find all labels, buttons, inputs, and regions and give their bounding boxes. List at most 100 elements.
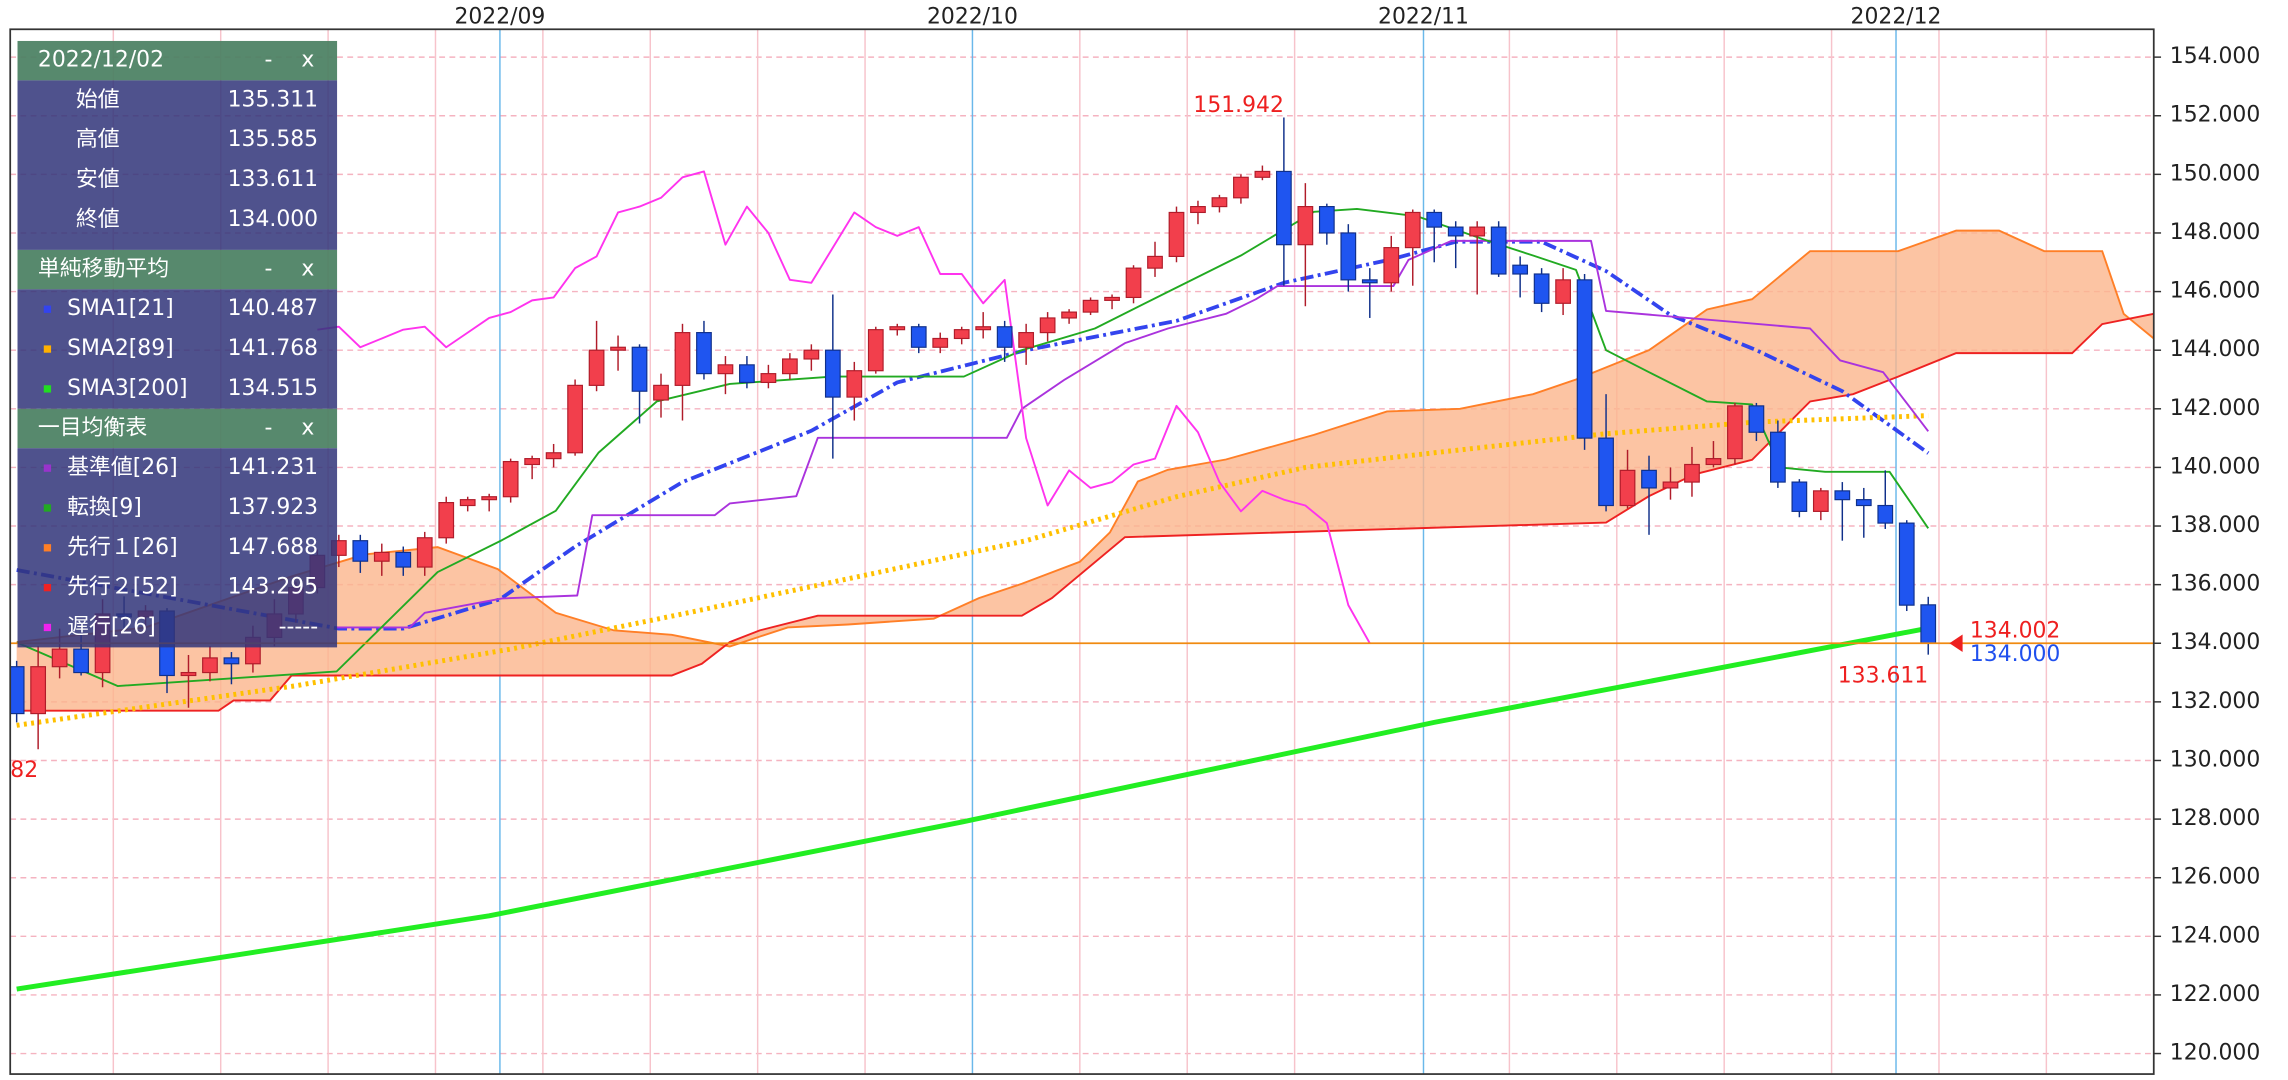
candle-body xyxy=(373,551,390,562)
candle-body xyxy=(438,502,455,539)
candle-body xyxy=(1190,206,1206,214)
panel-value: 134.000 xyxy=(228,207,318,232)
price-label: 134.000 xyxy=(1970,642,2060,667)
candle-body xyxy=(717,364,734,375)
candle-body xyxy=(481,496,498,501)
candle-body xyxy=(30,666,47,715)
indicator-line xyxy=(16,625,1929,992)
candle-body xyxy=(1662,481,1679,489)
candle-body xyxy=(223,657,240,665)
panel-label: 先行２[52] xyxy=(67,575,178,600)
annotation: 133.611 xyxy=(1838,664,1928,689)
candle-body xyxy=(781,358,798,375)
legend-swatch xyxy=(43,504,52,512)
panel-title: 単純移動平均 xyxy=(38,257,169,282)
panel-button[interactable]: x xyxy=(301,48,314,73)
panel-value: 141.231 xyxy=(228,455,318,480)
candle-body xyxy=(824,349,841,398)
candle-body xyxy=(1383,247,1400,284)
candle-body xyxy=(1125,267,1142,299)
y-tick-label: 134.000 xyxy=(2170,630,2260,655)
indicator-line xyxy=(336,239,1929,629)
candle-body xyxy=(1512,264,1529,275)
panel-button[interactable]: x xyxy=(301,257,314,282)
panel-label: SMA1[21] xyxy=(67,296,174,321)
indicator-line xyxy=(16,239,1930,631)
candle-body xyxy=(1254,170,1271,178)
indicator-line xyxy=(16,207,1930,687)
candle-body xyxy=(1598,437,1614,507)
candle-body xyxy=(1211,197,1228,208)
panel-value: ----- xyxy=(279,614,318,639)
candle-body xyxy=(674,332,691,386)
candle-body xyxy=(395,551,412,568)
candle-body xyxy=(1447,226,1464,237)
x-tick-label: 2022/10 xyxy=(927,5,1018,30)
panel-label: 高値 xyxy=(76,127,120,152)
candle-body xyxy=(1619,469,1636,507)
panel-label: 始値 xyxy=(76,87,120,112)
candle-body xyxy=(524,458,541,466)
candle-body xyxy=(1555,279,1571,304)
candle-body xyxy=(502,460,519,498)
annotation: 82 xyxy=(10,758,38,783)
panel-value: 135.311 xyxy=(228,87,318,112)
candle-body xyxy=(1877,504,1894,524)
candle-body xyxy=(1576,279,1593,439)
panel-button[interactable]: - xyxy=(265,48,273,73)
y-tick-label: 150.000 xyxy=(2170,161,2260,186)
candle-body xyxy=(889,326,906,331)
candle-body xyxy=(51,648,68,668)
panel-body xyxy=(17,289,338,409)
panel-label: SMA3[200] xyxy=(67,376,187,401)
x-tick-label: 2022/12 xyxy=(1851,5,1942,30)
y-tick-label: 144.000 xyxy=(2170,337,2260,362)
panel-header xyxy=(17,249,338,290)
candle-body xyxy=(180,671,197,677)
y-tick-label: 126.000 xyxy=(2170,865,2260,890)
cloud-line xyxy=(16,229,2154,648)
candle-body xyxy=(1834,490,1851,501)
panel-button[interactable]: - xyxy=(265,416,273,441)
candle-body xyxy=(1039,317,1056,334)
legend-swatch xyxy=(43,345,52,353)
candle-body xyxy=(202,657,218,674)
panel-value: 133.611 xyxy=(228,167,318,192)
panel-value: 141.768 xyxy=(228,336,318,361)
candle-body xyxy=(1490,226,1507,275)
panel-label: 安値 xyxy=(76,167,120,192)
candle-body xyxy=(1469,226,1486,237)
panel-label: 遅行[26] xyxy=(67,614,156,639)
grid xyxy=(10,29,2154,1075)
legend-swatch xyxy=(43,464,52,472)
panel-button[interactable]: - xyxy=(265,257,273,282)
y-tick-label: 132.000 xyxy=(2170,689,2260,714)
candle-body xyxy=(1340,232,1357,281)
candle-body xyxy=(1770,431,1786,483)
candle-body xyxy=(1061,311,1077,319)
panel-value: 137.923 xyxy=(228,495,318,520)
candle-body xyxy=(1705,458,1722,466)
candle-body xyxy=(846,370,863,398)
candle-body xyxy=(867,329,884,372)
candle-body xyxy=(1641,469,1657,489)
legend-swatch xyxy=(43,583,52,592)
candle-body xyxy=(1727,405,1743,460)
candle-body xyxy=(1684,463,1700,483)
indicator-line xyxy=(16,413,1929,728)
candle-body xyxy=(1791,481,1808,512)
y-tick-label: 142.000 xyxy=(2170,396,2260,421)
legend-swatch xyxy=(43,544,52,552)
panel-label: SMA2[89] xyxy=(67,336,174,361)
candle-body xyxy=(803,349,820,360)
panel-button[interactable]: x xyxy=(301,416,314,441)
candle-body xyxy=(1361,279,1378,284)
candle-body xyxy=(1168,211,1185,257)
candle-body xyxy=(739,364,755,384)
price-marker xyxy=(1949,634,1963,652)
candle-body xyxy=(760,373,777,384)
x-tick-label: 2022/09 xyxy=(454,5,545,30)
candle-body xyxy=(1233,176,1249,199)
legend-swatch xyxy=(43,385,52,393)
